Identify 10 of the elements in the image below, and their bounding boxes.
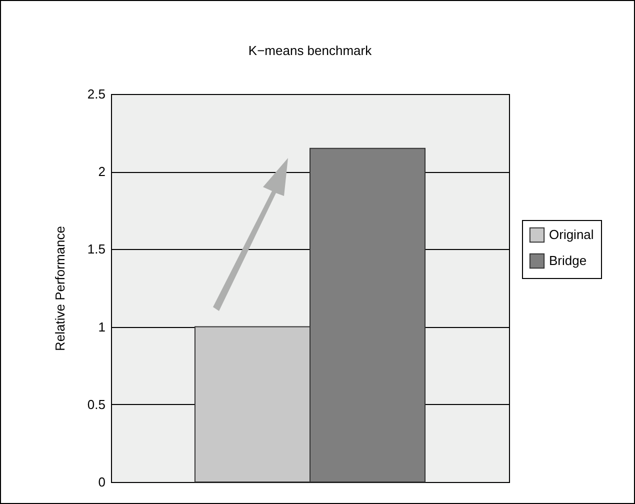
y-tick-label: 1 xyxy=(98,319,106,334)
legend-label: Bridge xyxy=(549,253,587,268)
y-tick-label: 2.5 xyxy=(87,86,106,102)
y-tick-label: 1.5 xyxy=(87,242,106,257)
y-tick-label: 2 xyxy=(98,164,106,180)
legend-label: Original xyxy=(549,227,594,242)
y-tick-label: 0.5 xyxy=(87,396,106,412)
y-tick-label: 0 xyxy=(98,474,106,490)
chart-title: K−means benchmark xyxy=(248,43,372,58)
y-axis-title: Relative Performance xyxy=(52,226,68,351)
